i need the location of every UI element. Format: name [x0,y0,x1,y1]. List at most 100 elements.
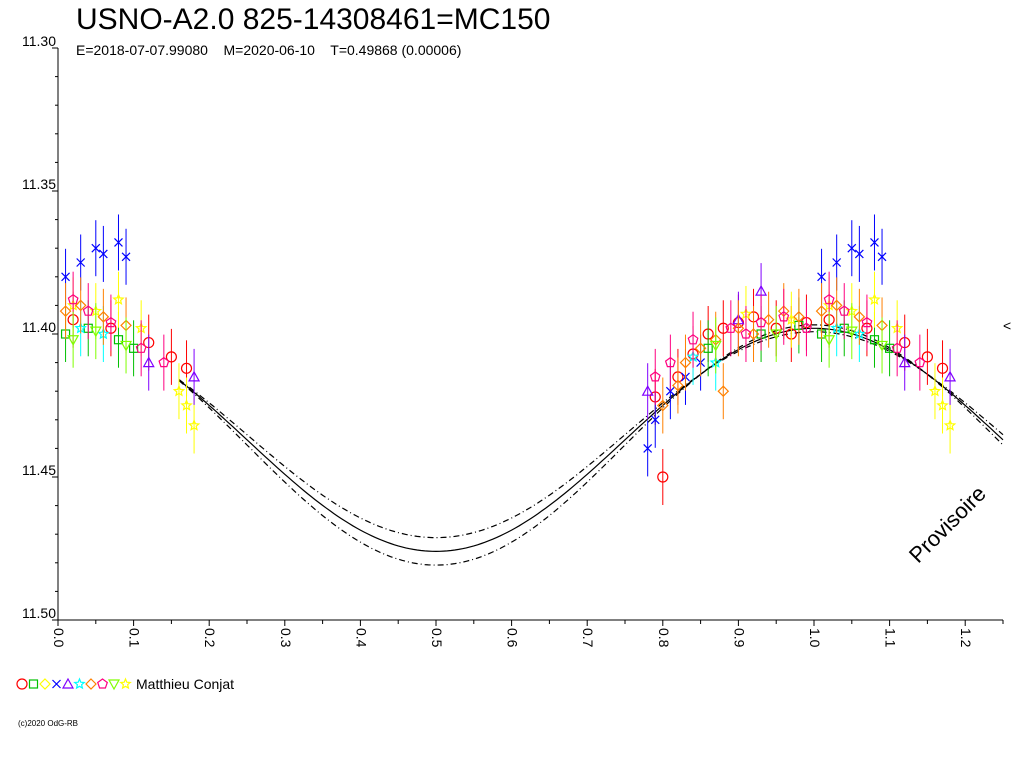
data-point [832,258,842,267]
legend-marker-icon [16,678,28,690]
data-point [180,398,193,411]
data-point [717,322,729,334]
data-point [641,384,654,396]
data-point [823,293,835,305]
data-point [770,329,783,341]
data-point [823,335,836,346]
data-point [869,335,880,345]
data-point [67,335,80,346]
data-point [725,322,737,333]
data-point [898,356,911,368]
legend-marker-icon [119,677,132,690]
y-tick-label: 11.50 [22,605,56,621]
data-point [67,293,79,305]
legend-markers [16,677,132,691]
data-point [854,249,864,259]
y-tick-label: 11.40 [22,319,56,335]
data-point [868,293,881,305]
data-point [59,305,72,317]
data-point [121,252,131,262]
data-point [113,335,124,345]
data-point [664,356,676,368]
model-envelope-lower [178,331,1004,539]
x-tick-label: 1.1 [883,628,899,648]
data-point [112,293,125,305]
data-point [762,313,775,326]
data-point [657,471,669,483]
x-tick-label: 1.2 [958,628,974,648]
data-point [656,399,669,412]
x-tick-label: 0.0 [51,628,67,648]
data-point [703,343,713,353]
x-tick-label: 0.6 [505,628,521,648]
data-point [914,356,926,368]
data-point [135,342,147,353]
data-point [740,328,752,339]
data-point [91,243,101,253]
data-point [884,343,895,353]
chart-title: USNO-A2.0 825-14308461=MC150 [76,3,551,36]
legend-marker-icon [96,678,109,689]
data-point [815,305,828,317]
x-tick-label: 0.2 [202,628,218,648]
data-point [172,384,186,397]
data-point [129,343,139,353]
offscale-marker: < [1003,317,1011,333]
data-point [165,351,177,363]
data-point [180,362,193,374]
data-point [944,370,957,382]
legend: Matthieu Conjat [16,674,234,694]
data-point [114,238,123,247]
data-point [158,356,170,368]
x-tick-label: 0.4 [353,628,369,648]
data-point [76,258,86,267]
data-point [877,252,887,262]
legend-marker-icon [28,679,39,689]
data-point [694,342,707,355]
data-point [188,370,201,382]
data-point [876,340,889,352]
data-point [928,384,942,397]
data-point [755,316,767,328]
data-point [82,305,94,316]
x-tick-label: 0.3 [278,628,294,648]
data-point [679,356,692,369]
data-point [717,385,730,398]
copyright-text: (c)2020 OdG-RB [18,719,79,728]
data-point [687,333,699,345]
data-point [650,415,660,425]
data-point [778,311,790,322]
data-point [847,243,857,253]
legend-marker-icon [107,679,121,691]
legend-observer-label: Matthieu Conjat [136,676,235,692]
data-point [936,362,949,374]
data-point [649,371,661,382]
x-tick-label: 0.5 [429,628,445,648]
data-point [943,418,957,431]
legend-marker-icon [85,678,97,690]
data-point [105,316,117,328]
data-point [838,305,850,316]
data-point [643,443,653,453]
y-tick-label: 11.30 [22,33,56,49]
x-tick-label: 0.8 [656,628,672,648]
x-tick-label: 0.9 [731,628,747,648]
data-point [89,326,102,338]
model-curve [178,327,1004,553]
data-point [800,322,812,333]
data-point [97,310,110,323]
model-envelope-upper [178,324,1004,566]
data-point [709,340,722,352]
x-tick-label: 0.7 [580,628,596,648]
data-point [936,398,949,411]
y-tick-label: 11.35 [22,176,56,192]
data-point [142,356,155,368]
data-point [120,340,133,352]
data-point [61,272,70,282]
data-point [853,310,866,323]
data-point [98,249,108,259]
ephemeris-subtitle: E=2018-07-07.99080 M=2020-06-10 T=0.4986… [76,42,462,58]
data-point [817,272,826,282]
data-point [921,351,934,363]
legend-marker-icon [39,678,51,690]
